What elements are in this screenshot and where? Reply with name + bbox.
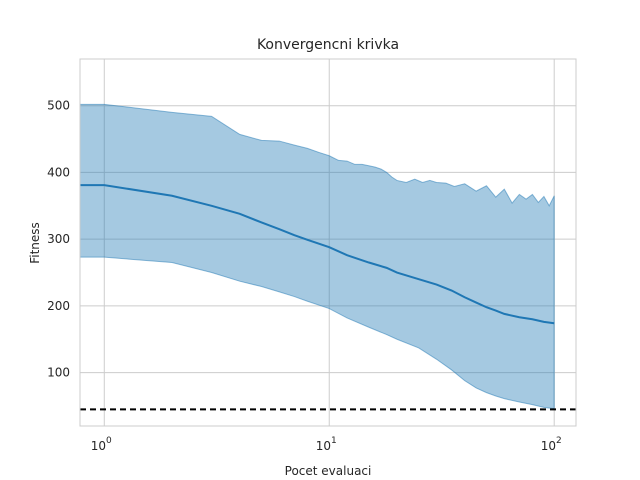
- x-tick-label: 100: [91, 436, 112, 453]
- chart-title: Konvergencni krivka: [257, 37, 399, 53]
- y-tick-label: 200: [47, 299, 70, 313]
- fitness-range-band: [79, 103, 555, 410]
- y-tick-label: 100: [47, 366, 70, 380]
- line-layer: [80, 184, 576, 411]
- y-axis-title: Fitness: [28, 222, 42, 264]
- x-axis-title: Pocet evaluaci: [285, 464, 372, 478]
- y-tick-label: 400: [47, 165, 70, 179]
- y-tick-label: 500: [47, 99, 70, 113]
- plot-frame: [79, 58, 577, 427]
- grid-layer: [80, 59, 576, 426]
- x-tick-label: 102: [541, 436, 562, 453]
- tick-layer: 100 200 300 400 500 100 101 102: [47, 99, 562, 453]
- y-tick-label: 300: [47, 232, 70, 246]
- band-layer: [79, 103, 555, 410]
- x-tick-label: 101: [316, 436, 337, 453]
- mean-fitness-line: [80, 184, 555, 325]
